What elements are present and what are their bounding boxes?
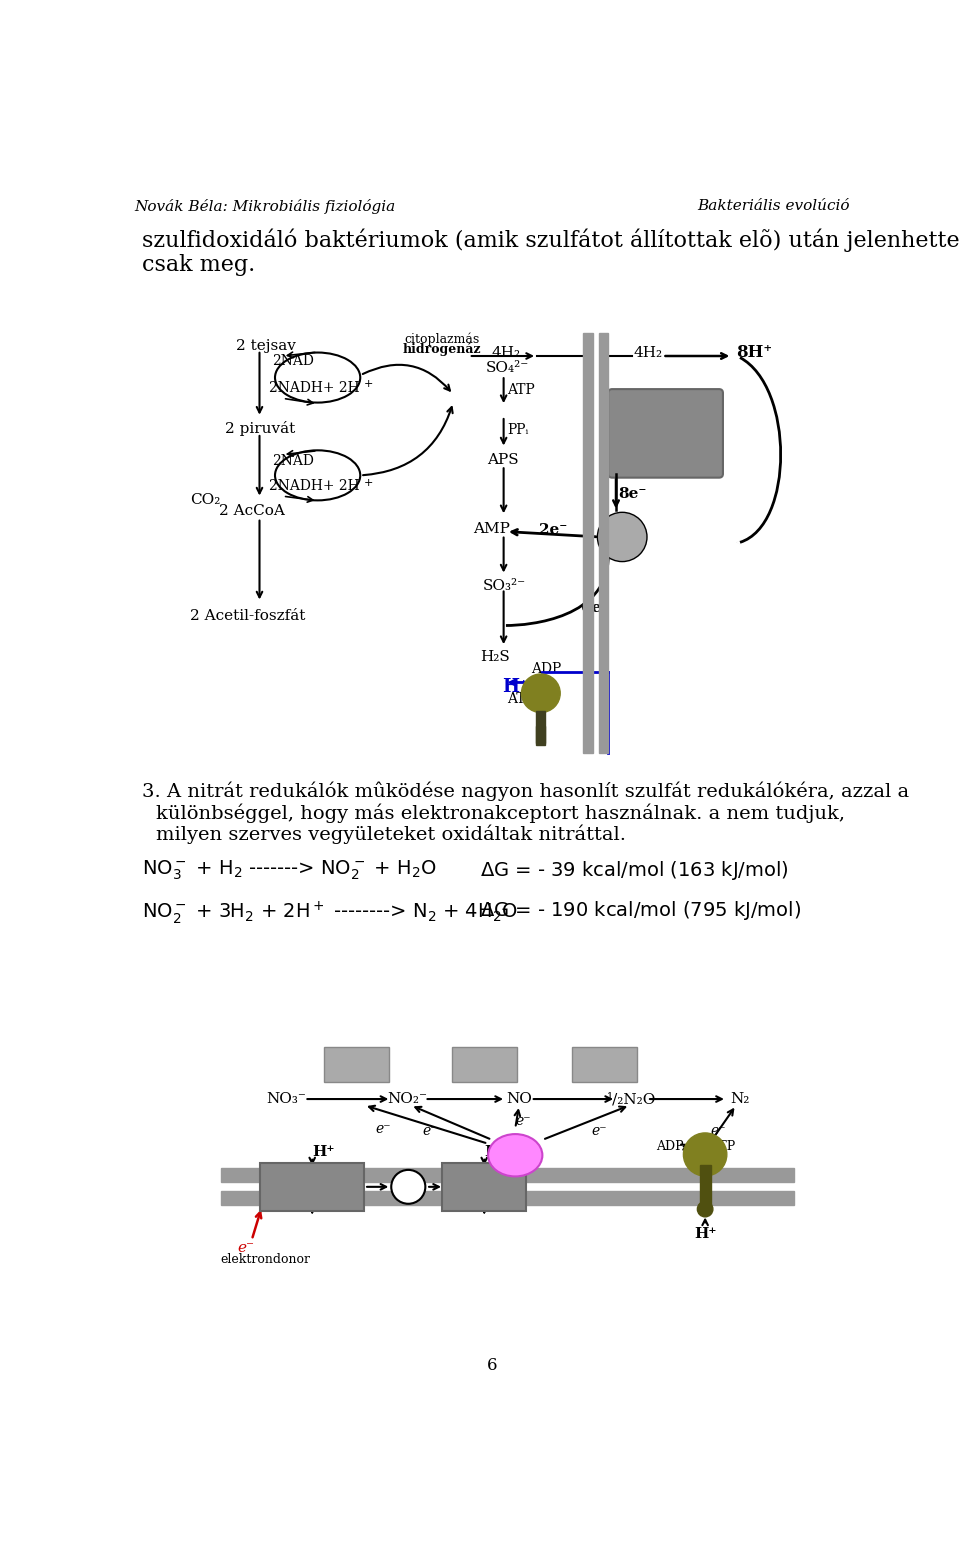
Text: e⁻: e⁻ xyxy=(375,1123,392,1137)
Text: 2NADH+ 2H: 2NADH+ 2H xyxy=(269,479,359,493)
Text: reduktáz: reduktáz xyxy=(459,1068,509,1079)
Circle shape xyxy=(521,673,561,712)
Text: SO₄²⁻: SO₄²⁻ xyxy=(486,361,529,375)
Text: H⁺: H⁺ xyxy=(312,1144,335,1158)
Text: ADP: ADP xyxy=(531,662,561,676)
Text: 2 AcCoA: 2 AcCoA xyxy=(219,504,285,518)
Text: 2 piruvát: 2 piruvát xyxy=(225,421,295,437)
FancyBboxPatch shape xyxy=(324,1047,389,1082)
Text: 4H₂: 4H₂ xyxy=(634,347,663,361)
Text: ATP: ATP xyxy=(710,1140,735,1152)
Circle shape xyxy=(392,1169,425,1204)
Text: periplazmás: periplazmás xyxy=(627,414,705,428)
Bar xyxy=(537,726,545,745)
Bar xyxy=(537,711,545,743)
Text: 2NAD: 2NAD xyxy=(272,355,314,369)
Text: H⁺: H⁺ xyxy=(484,1144,507,1158)
Text: H⁺: H⁺ xyxy=(502,678,529,695)
Bar xyxy=(700,1165,710,1210)
Text: H₂S: H₂S xyxy=(480,650,510,664)
FancyBboxPatch shape xyxy=(572,1047,636,1082)
Text: Q: Q xyxy=(402,1180,415,1194)
Text: $\Delta$G = - 39 kcal/mol (163 kJ/mol): $\Delta$G = - 39 kcal/mol (163 kJ/mol) xyxy=(480,858,789,882)
Bar xyxy=(599,333,609,753)
Text: cit c: cit c xyxy=(607,530,637,543)
Text: 2 tejsav: 2 tejsav xyxy=(236,339,296,353)
Text: hidrogenáz: hidrogenáz xyxy=(630,426,701,440)
Text: dehidrogenáz: dehidrogenáz xyxy=(269,1180,355,1194)
Text: 6e⁻: 6e⁻ xyxy=(581,600,610,614)
Text: e⁻: e⁻ xyxy=(422,1124,438,1138)
Text: e⁻: e⁻ xyxy=(710,1124,726,1138)
Text: különbséggel, hogy más elektronakceptort használnak. a nem tudjuk,: különbséggel, hogy más elektronakceptort… xyxy=(156,804,845,823)
Text: e⁻: e⁻ xyxy=(516,1115,531,1129)
Text: nitrit: nitrit xyxy=(469,1059,498,1068)
Text: NO$_3^-$ + H$_2$ -------> NO$_2^-$ + H$_2$O: NO$_3^-$ + H$_2$ -------> NO$_2^-$ + H$_… xyxy=(142,858,437,882)
Text: PPᵢ: PPᵢ xyxy=(508,423,529,437)
Text: ATP: ATP xyxy=(508,383,536,397)
Text: 3. A nitrát redukálók mûködése nagyon hasonlít szulfát redukálókéra, azzal a: 3. A nitrát redukálók mûködése nagyon ha… xyxy=(142,782,909,801)
Text: citoplazmás: citoplazmás xyxy=(404,333,479,347)
Circle shape xyxy=(697,1202,713,1218)
Text: ¹/₂N₂O: ¹/₂N₂O xyxy=(607,1092,657,1106)
Circle shape xyxy=(597,512,647,561)
Text: milyen szerves vegyületeket oxidáltak nitráttal.: milyen szerves vegyületeket oxidáltak ni… xyxy=(156,826,626,844)
Text: +: + xyxy=(364,379,373,389)
Text: 2NADH+ 2H: 2NADH+ 2H xyxy=(269,381,359,395)
Text: CO₂: CO₂ xyxy=(190,493,220,507)
Text: nitrát: nitrát xyxy=(341,1059,372,1068)
Text: SO₃²⁻: SO₃²⁻ xyxy=(483,580,526,594)
Text: csak meg.: csak meg. xyxy=(142,255,255,277)
Text: Bakteriális evolúció: Bakteriális evolúció xyxy=(698,199,850,213)
Text: APS: APS xyxy=(488,453,519,466)
Text: 6: 6 xyxy=(487,1358,497,1375)
Text: hidrogenáz: hidrogenáz xyxy=(402,344,481,356)
Text: cit c: cit c xyxy=(500,1149,530,1162)
Text: N₂: N₂ xyxy=(731,1092,750,1106)
Text: e⁻: e⁻ xyxy=(591,1124,607,1138)
Text: 8H⁺: 8H⁺ xyxy=(736,345,772,361)
Ellipse shape xyxy=(488,1134,542,1177)
Text: NO: NO xyxy=(506,1092,532,1106)
Bar xyxy=(584,333,592,753)
Text: b-c₁: b-c₁ xyxy=(472,1176,496,1188)
Text: 2 Acetil-foszfát: 2 Acetil-foszfát xyxy=(190,608,305,622)
Text: 2NAD: 2NAD xyxy=(272,454,314,468)
Circle shape xyxy=(684,1134,727,1176)
Text: 4H₂: 4H₂ xyxy=(492,347,521,361)
Text: reduktáz: reduktáz xyxy=(331,1068,381,1079)
Text: 8e⁻: 8e⁻ xyxy=(618,487,647,501)
Text: NO₃⁻: NO₃⁻ xyxy=(267,1092,306,1106)
Text: +: + xyxy=(364,477,373,488)
FancyBboxPatch shape xyxy=(443,1163,526,1211)
Text: AMP: AMP xyxy=(472,522,510,536)
Text: NO: NO xyxy=(595,1059,613,1068)
FancyBboxPatch shape xyxy=(260,1163,364,1211)
Bar xyxy=(221,1168,794,1182)
Text: 2e⁻: 2e⁻ xyxy=(539,522,566,536)
Text: ADP: ADP xyxy=(657,1140,684,1152)
Text: e⁻: e⁻ xyxy=(238,1241,254,1255)
Text: H⁺: H⁺ xyxy=(694,1227,716,1241)
Text: ATP: ATP xyxy=(508,692,536,706)
FancyBboxPatch shape xyxy=(452,1047,516,1082)
Text: komplex: komplex xyxy=(458,1186,511,1199)
Text: $\Delta$G = - 190 kcal/mol (795 kJ/mol): $\Delta$G = - 190 kcal/mol (795 kJ/mol) xyxy=(480,899,802,922)
Text: Novák Béla: Mikrobiális fiziológia: Novák Béla: Mikrobiális fiziológia xyxy=(134,199,396,215)
Text: NO$_2^-$ + 3H$_2$ + 2H$^+$ --------> N$_2$ + 4H$_2$O: NO$_2^-$ + 3H$_2$ + 2H$^+$ --------> N$_… xyxy=(142,899,517,925)
Text: elektrondonor: elektrondonor xyxy=(221,1253,311,1266)
Text: NO₂⁻: NO₂⁻ xyxy=(387,1092,427,1106)
FancyBboxPatch shape xyxy=(609,389,723,477)
Bar xyxy=(221,1191,794,1205)
Text: szulfidoxidáló baktériumok (amik szulfátot állítottak elõ) után jelenhettek: szulfidoxidáló baktériumok (amik szulfát… xyxy=(142,229,960,252)
Text: reduktáz: reduktáz xyxy=(580,1068,630,1079)
